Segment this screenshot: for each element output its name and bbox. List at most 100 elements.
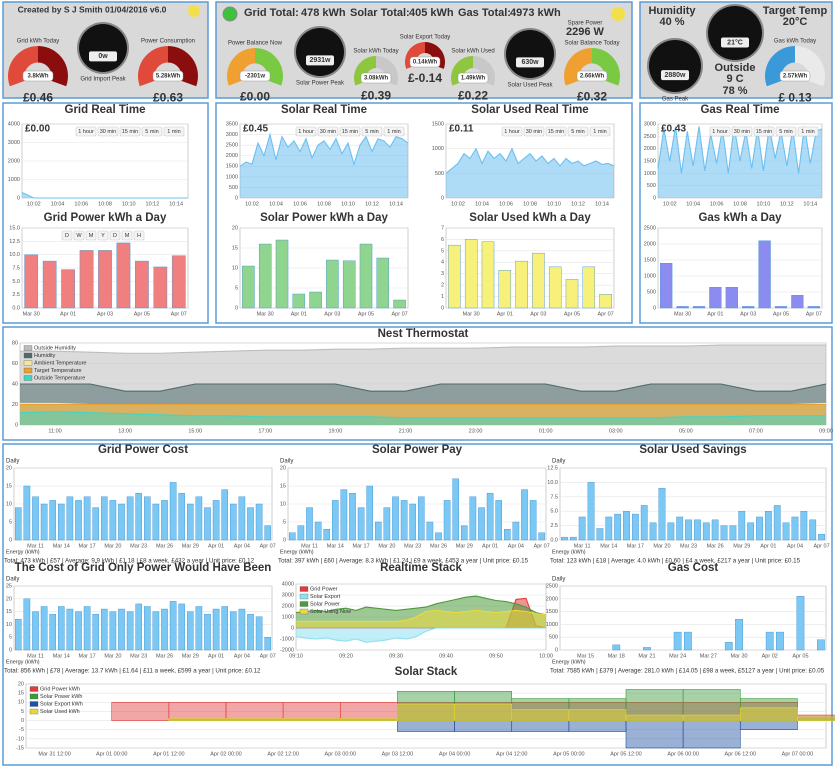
bar bbox=[255, 503, 263, 541]
range-button-label: 30 min bbox=[526, 129, 543, 135]
bar bbox=[212, 500, 220, 541]
bar bbox=[195, 496, 203, 541]
x-tick-label: Mar 26 bbox=[430, 543, 447, 549]
bar bbox=[400, 500, 408, 541]
x-tick-label: Mar 18 bbox=[608, 653, 625, 659]
bar bbox=[756, 516, 763, 541]
x-tick-label: Mar 20 bbox=[378, 543, 395, 549]
range-button[interactable] bbox=[97, 126, 119, 137]
y-tick-label: 10 bbox=[6, 501, 12, 507]
bar bbox=[61, 269, 75, 309]
bar bbox=[135, 260, 149, 309]
range-button[interactable] bbox=[339, 126, 361, 137]
bar bbox=[230, 611, 237, 651]
series-line bbox=[20, 344, 826, 354]
range-button[interactable] bbox=[121, 230, 133, 241]
bar bbox=[161, 608, 168, 651]
legend-label: Humidity bbox=[34, 353, 56, 359]
x-tick-label: Mar 23 bbox=[404, 543, 421, 549]
y-tick-label: 2.5 bbox=[550, 523, 558, 529]
y-tick-label: 0.0 bbox=[12, 305, 20, 311]
x-tick-label: Mar 20 bbox=[104, 543, 121, 549]
plot-frame bbox=[13, 585, 273, 651]
x-tick-label: 11:00 bbox=[48, 428, 61, 434]
range-button[interactable] bbox=[775, 126, 797, 137]
step-block bbox=[339, 701, 398, 721]
y-tick-label: 1000 bbox=[282, 614, 294, 620]
bar bbox=[711, 519, 719, 541]
range-button[interactable] bbox=[295, 126, 317, 137]
range-button[interactable] bbox=[589, 126, 611, 137]
step-block bbox=[625, 689, 684, 721]
y-tick-label: 1500 bbox=[644, 158, 656, 164]
range-button[interactable] bbox=[163, 126, 185, 137]
y-tick-label: 5 bbox=[9, 519, 12, 525]
range-button[interactable] bbox=[545, 126, 567, 137]
x-tick-label: 10:10 bbox=[341, 201, 355, 207]
range-button[interactable] bbox=[753, 126, 775, 137]
gauge-cost: £ 0.13 bbox=[778, 91, 812, 105]
range-button[interactable] bbox=[361, 126, 383, 137]
range-button[interactable] bbox=[797, 126, 819, 137]
range-button[interactable] bbox=[61, 230, 73, 241]
gauge-label: Gas Peak bbox=[662, 97, 689, 103]
y-tick-label: 25 bbox=[6, 583, 12, 589]
range-button[interactable] bbox=[501, 126, 523, 137]
legend-swatch bbox=[299, 586, 309, 592]
range-button[interactable] bbox=[73, 230, 85, 241]
bar bbox=[297, 525, 305, 541]
range-button-label: D bbox=[65, 233, 69, 239]
y-tick-label: 15.0 bbox=[9, 225, 20, 231]
chart-title: Grid Real Time bbox=[65, 104, 146, 116]
bar bbox=[49, 613, 56, 651]
step-block bbox=[397, 703, 455, 721]
range-button[interactable] bbox=[567, 126, 589, 137]
range-button[interactable] bbox=[141, 126, 163, 137]
bar bbox=[275, 239, 289, 309]
range-button[interactable] bbox=[731, 126, 753, 137]
range-button[interactable] bbox=[119, 126, 141, 137]
range-button[interactable] bbox=[97, 230, 109, 241]
range-button[interactable] bbox=[85, 230, 97, 241]
gas-total-label: Gas Total: bbox=[458, 7, 511, 19]
bar bbox=[538, 532, 545, 541]
x-tick-label: Apr 07 bbox=[597, 311, 613, 317]
y-tick-label: 5 bbox=[283, 519, 286, 525]
bar bbox=[238, 496, 246, 541]
legend-label: Solar Used kWh bbox=[40, 709, 80, 715]
range-button[interactable] bbox=[109, 230, 121, 241]
outside-label: Outside bbox=[715, 62, 756, 74]
y-tick-label: 0 bbox=[653, 305, 656, 311]
bar bbox=[702, 522, 710, 541]
range-button[interactable] bbox=[133, 230, 145, 241]
range-button[interactable] bbox=[317, 126, 339, 137]
x-tick-label: Apr 03 bbox=[530, 311, 546, 317]
range-button[interactable] bbox=[523, 126, 545, 137]
y-tick-label: 2 bbox=[441, 283, 444, 289]
x-tick-label: 10:06 bbox=[710, 201, 724, 207]
bar bbox=[596, 528, 604, 541]
y-tick-label: 5 bbox=[21, 709, 24, 715]
gauge-arc bbox=[168, 46, 198, 87]
x-tick-label: Apr 05 bbox=[134, 311, 150, 317]
x-axis-label: Energy (kWh) bbox=[6, 659, 40, 665]
y-tick-label: 12.5 bbox=[547, 465, 558, 471]
bar bbox=[747, 522, 755, 541]
range-button[interactable] bbox=[383, 126, 405, 137]
range-button-label: H bbox=[137, 233, 141, 239]
step-block bbox=[511, 709, 570, 721]
bar bbox=[98, 250, 112, 309]
x-tick-label: Apr 01 bbox=[291, 311, 307, 317]
y-tick-label: 2500 bbox=[644, 225, 656, 231]
gauge-cost: £0.39 bbox=[361, 88, 391, 102]
range-button[interactable] bbox=[75, 126, 97, 137]
x-tick-label: Mar 29 bbox=[733, 543, 750, 549]
y-tick-label: 15 bbox=[232, 245, 238, 251]
gauge-arc bbox=[451, 56, 473, 86]
range-button[interactable] bbox=[709, 126, 731, 137]
bar bbox=[366, 485, 373, 541]
gauge-arc bbox=[765, 46, 795, 87]
bar bbox=[478, 507, 485, 541]
y-tick-label: 1000 bbox=[432, 146, 444, 152]
x-tick-label: Mar 14 bbox=[327, 543, 344, 549]
